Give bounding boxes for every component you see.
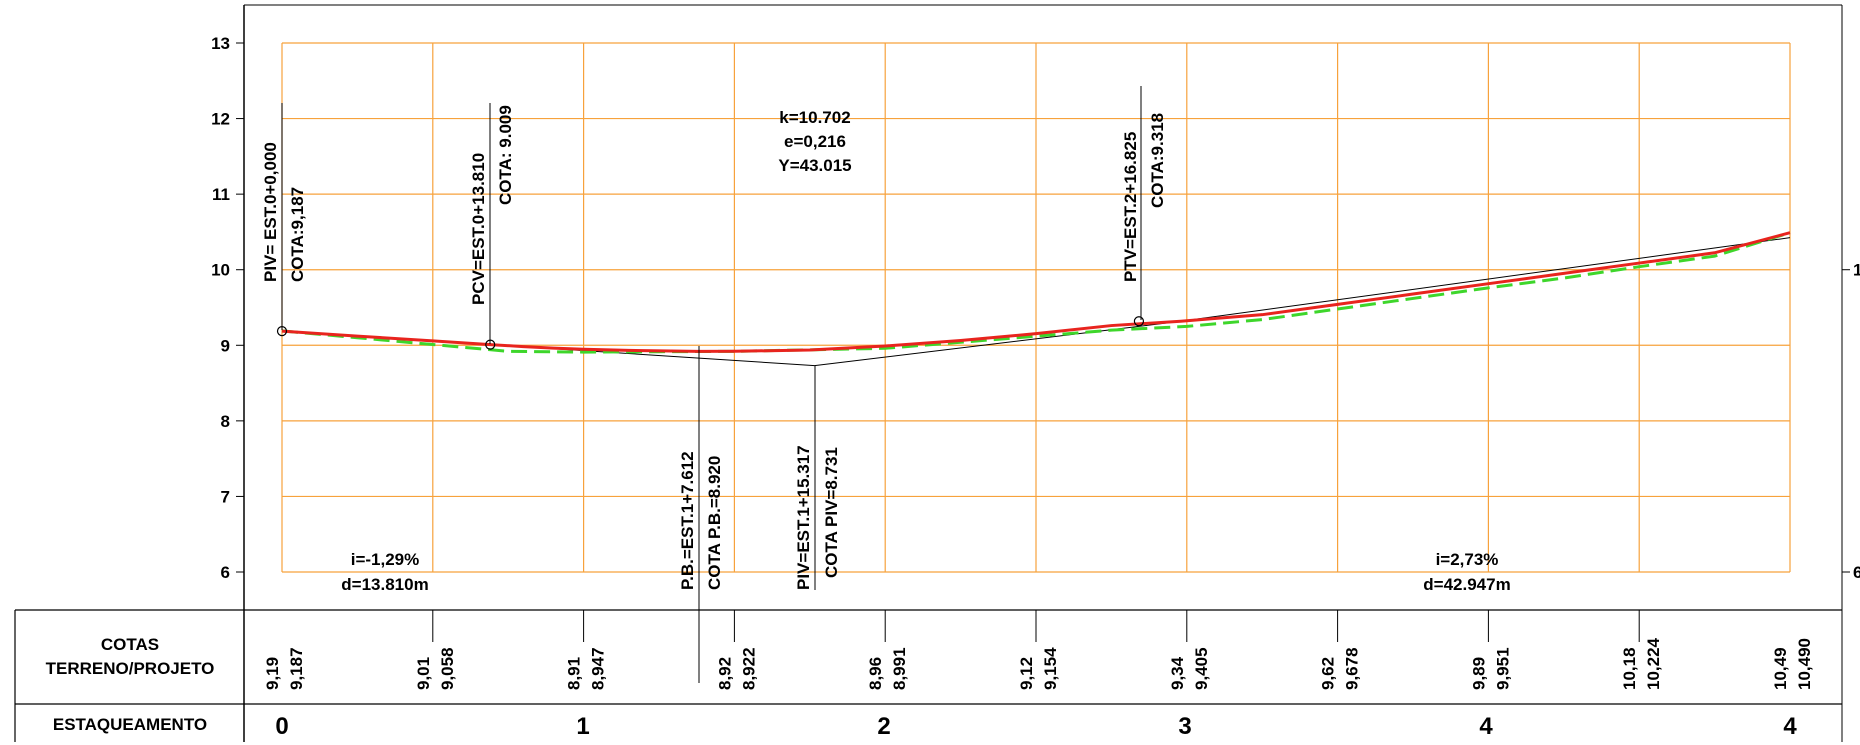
- cota-terreno-value: 8,96: [866, 657, 885, 690]
- cota-projeto-value: 9,405: [1192, 647, 1211, 690]
- cota-projeto-value: 8,947: [589, 647, 608, 690]
- cota-terreno-value: 8,91: [565, 657, 584, 690]
- y-tick-label: 12: [211, 110, 230, 129]
- cota-projeto-value: 8,991: [890, 647, 909, 690]
- cota-terreno-value: 9,01: [414, 657, 433, 690]
- right-grade-label: i=2,73%: [1436, 550, 1499, 569]
- pb-station-label: P.B.=EST.1+7.612: [678, 451, 697, 590]
- cota-terreno-value: 9,19: [263, 657, 282, 690]
- point-ptv-marker: [1133, 316, 1145, 327]
- piv1-station-label: PIV=EST.1+15.317: [794, 445, 813, 590]
- estaca-label: 3: [1178, 713, 1191, 740]
- cota-projeto-value: 10,490: [1795, 638, 1814, 690]
- left-distance-label: d=13.810m: [341, 575, 428, 594]
- cota-terreno-value: 9,89: [1469, 657, 1488, 690]
- pcv-station-label: PCV=EST.0+13.810: [469, 153, 488, 305]
- cota-terreno-value: 9,12: [1017, 657, 1036, 690]
- cota-terreno-value: 9,34: [1168, 656, 1187, 690]
- pb-elevation-label: COTA P.B.=8.920: [705, 456, 724, 590]
- y-tick-label: 6: [221, 563, 230, 582]
- cota-projeto-value: 10,224: [1644, 637, 1663, 690]
- right-distance-label: d=42.947m: [1423, 575, 1510, 594]
- cota-terreno-value: 10,18: [1620, 647, 1639, 690]
- terreno-projeto-header-label: TERRENO/PROJETO: [46, 659, 215, 678]
- cota-projeto-value: 9,154: [1041, 647, 1060, 690]
- left-grade-label: i=-1,29%: [351, 550, 420, 569]
- ptv-station-label: PTV=EST.2+16.825: [1121, 132, 1140, 282]
- y-tick-label: 9: [221, 336, 230, 355]
- y-tick-label: 13: [211, 34, 230, 53]
- cota-terreno-value: 10,49: [1771, 647, 1790, 690]
- estaca-label: 0: [275, 713, 288, 740]
- right-tick-label: 6: [1853, 563, 1860, 582]
- piv1-elevation-label: COTA PIV=8.731: [822, 447, 841, 578]
- cota-projeto-value: 9,058: [438, 647, 457, 690]
- ptv-elevation-label: COTA:9.318: [1148, 113, 1167, 208]
- cota-projeto-value: 8,922: [739, 647, 758, 690]
- pcv-elevation-label: COTA: 9.009: [496, 105, 515, 205]
- y-tick-label: 11: [212, 185, 230, 204]
- estaca-label: 1: [576, 713, 589, 740]
- piv0-elevation-label: COTA:9,187: [288, 187, 307, 282]
- curve-e-label: e=0,216: [784, 132, 846, 151]
- cota-projeto-value: 9,951: [1493, 647, 1512, 690]
- estaqueamento-header-label: ESTAQUEAMENTO: [53, 715, 207, 734]
- cota-terreno-value: 9,62: [1319, 657, 1338, 690]
- cotas-header-label: COTAS: [101, 635, 159, 654]
- estaca-label: 2: [877, 713, 890, 740]
- curve-k-label: k=10.702: [779, 108, 850, 127]
- cota-projeto-value: 9,678: [1343, 647, 1362, 690]
- cota-terreno-value: 8,92: [715, 657, 734, 690]
- piv0-station-label: PIV= EST.0+0,000: [261, 142, 280, 282]
- y-tick-label: 10: [211, 261, 230, 280]
- curve-y-label: Y=43.015: [778, 156, 851, 175]
- y-tick-label: 8: [221, 412, 230, 431]
- cota-projeto-value: 9,187: [287, 647, 306, 690]
- y-tick-label: 7: [221, 487, 230, 506]
- right-tick-label: 10: [1853, 261, 1860, 280]
- estaca-label: 4: [1783, 713, 1797, 740]
- estaca-label: 4: [1479, 713, 1493, 740]
- series-projeto-line: [281, 231, 1791, 353]
